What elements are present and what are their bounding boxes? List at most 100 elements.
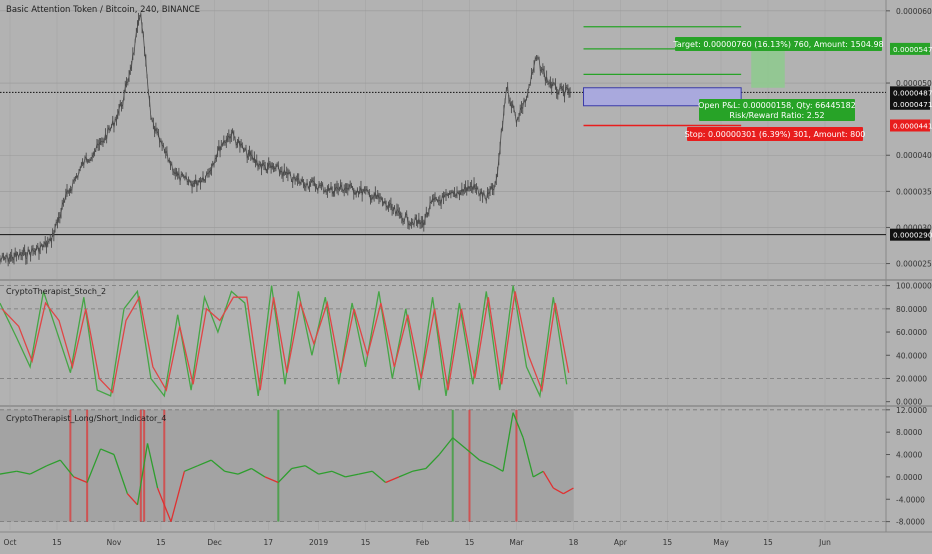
ls-signal-marker bbox=[468, 409, 471, 522]
price-tick-label: 0.00002500 bbox=[896, 260, 932, 269]
ls-line-segment bbox=[277, 468, 293, 483]
price-tick-label: 0.00006000 bbox=[896, 7, 932, 16]
ls-line-segment bbox=[156, 487, 172, 522]
stoch-fast-line bbox=[0, 285, 568, 399]
ls-tick-label: 4.0000 bbox=[896, 451, 922, 460]
stop-label: Stop: 0.00000301 (6.39%) 301, Amount: 80… bbox=[685, 127, 866, 141]
price-line bbox=[0, 13, 571, 263]
ls-line-segment bbox=[251, 467, 266, 478]
ls-line-segment bbox=[563, 487, 574, 495]
ls-line-segment bbox=[170, 471, 186, 522]
ls-line-segment bbox=[264, 476, 279, 484]
ls-signal-marker bbox=[451, 409, 454, 522]
target-label-text: Target: 0.00000760 (16.13%) 760, Amount:… bbox=[672, 40, 883, 49]
ls-line-segment bbox=[113, 454, 129, 494]
symbol-title: Basic Attention Token / Bitcoin, 240, BI… bbox=[6, 5, 200, 15]
ls-tick-label: -4.0000 bbox=[896, 495, 925, 504]
ls-line-segment bbox=[412, 467, 427, 472]
ls-line-segment bbox=[86, 448, 102, 483]
ls-line-segment bbox=[345, 473, 359, 478]
ls-signal-marker bbox=[69, 409, 72, 522]
ls-line-segment bbox=[46, 459, 61, 467]
ls-line-segment bbox=[29, 465, 48, 475]
time-tick-label: 15 bbox=[361, 538, 371, 547]
ls-line-segment bbox=[398, 470, 413, 478]
price-badge-bg bbox=[890, 119, 930, 132]
ls-line-segment bbox=[438, 437, 454, 455]
price-badge-bg bbox=[890, 228, 930, 241]
ls-signal-marker bbox=[86, 409, 89, 522]
price-tick-label: 0.00005000 bbox=[896, 79, 932, 88]
ls-line-segment bbox=[425, 454, 440, 469]
ls-line-segment bbox=[136, 443, 149, 505]
stoch-tick-label: 20.0000 bbox=[896, 374, 927, 383]
ls-line-segment bbox=[385, 476, 400, 484]
target-label-bg bbox=[675, 37, 882, 51]
ls-line-segment bbox=[502, 412, 514, 472]
time-tick-label: 15 bbox=[156, 538, 166, 547]
ls-tick-label: -8.0000 bbox=[896, 518, 925, 527]
ls-line-segment bbox=[331, 470, 346, 478]
ls-line-segment bbox=[126, 493, 138, 506]
stop-label-bg bbox=[687, 127, 863, 141]
time-tick-label: 15 bbox=[465, 538, 475, 547]
stoch-tick-label: 60.0000 bbox=[896, 328, 927, 337]
ls-line-segment bbox=[304, 465, 319, 475]
ls-line-segment bbox=[479, 459, 494, 467]
time-tick-label: 18 bbox=[569, 538, 579, 547]
ls-signal-marker bbox=[277, 409, 280, 522]
stoch-tick-label: 0.0000 bbox=[896, 398, 922, 407]
time-tick-label: Dec bbox=[207, 538, 222, 547]
price-tick-label: 0.00003500 bbox=[896, 187, 932, 196]
ls-title: CryptoTherapist_Long/Short_Indicator_4 bbox=[6, 414, 166, 423]
stoch-slow-line bbox=[1, 291, 570, 394]
ls-tick-label: 8.0000 bbox=[896, 428, 922, 437]
ls-line-segment bbox=[452, 437, 467, 450]
time-tick-label: Feb bbox=[416, 538, 430, 547]
stoch-tick-label: 40.0000 bbox=[896, 351, 927, 360]
ls-line-segment bbox=[512, 412, 524, 438]
stoch-tick-label: 100.0000 bbox=[896, 282, 932, 291]
price-tick-label: 0.00004000 bbox=[896, 151, 932, 160]
ls-line-segment bbox=[59, 459, 75, 478]
profit-zone bbox=[751, 48, 785, 88]
ls-line-segment bbox=[224, 470, 239, 475]
time-tick-label: Mar bbox=[509, 538, 524, 547]
time-tick-label: 15 bbox=[763, 538, 773, 547]
ls-line-segment bbox=[100, 448, 115, 456]
price-badge-bg bbox=[890, 97, 930, 110]
price-badge-label: 0.00004412 bbox=[893, 121, 932, 130]
ls-line-segment bbox=[522, 437, 534, 478]
target-label: Target: 0.00000760 (16.13%) 760, Amount:… bbox=[672, 37, 884, 51]
price-badge-bg bbox=[890, 86, 930, 99]
ls-line-segment bbox=[210, 459, 226, 472]
time-tick-label: 2019 bbox=[309, 538, 328, 547]
ls-line-segment bbox=[16, 470, 31, 475]
time-tick-label: 17 bbox=[263, 538, 273, 547]
ls-line-segment bbox=[532, 470, 544, 478]
open-pnl-label-text: Open P&L: 0.00000158, Qty: 66445182 bbox=[698, 101, 856, 110]
time-tick-label: 15 bbox=[52, 538, 62, 547]
stop-label-text: Stop: 0.00000301 (6.39%) 301, Amount: 80… bbox=[685, 130, 866, 139]
ls-line-segment bbox=[358, 470, 373, 475]
ls-line-segment bbox=[73, 476, 88, 484]
ls-line-segment bbox=[318, 470, 333, 475]
time-tick-label: Jun bbox=[818, 538, 831, 547]
ls-shaded-area bbox=[0, 409, 574, 522]
price-badge-label: 0.00005473 bbox=[893, 45, 932, 54]
time-tick-label: 15 bbox=[663, 538, 673, 547]
ls-line-segment bbox=[371, 470, 387, 483]
price-tick-label: 0.00003000 bbox=[896, 223, 932, 232]
price-badge-bg bbox=[890, 42, 930, 55]
ls-line-segment bbox=[291, 465, 306, 470]
open-pnl-label-bg bbox=[699, 99, 855, 121]
ls-line-segment bbox=[197, 459, 212, 467]
ls-line-segment bbox=[146, 443, 159, 489]
price-badge-label: 0.00004713 bbox=[893, 100, 932, 109]
open-pnl-label-text-2: Risk/Reward Ratio: 2.52 bbox=[729, 111, 824, 120]
stoch-tick-label: 80.0000 bbox=[896, 305, 927, 314]
ls-line-segment bbox=[237, 467, 252, 475]
ls-line-segment bbox=[553, 487, 564, 495]
